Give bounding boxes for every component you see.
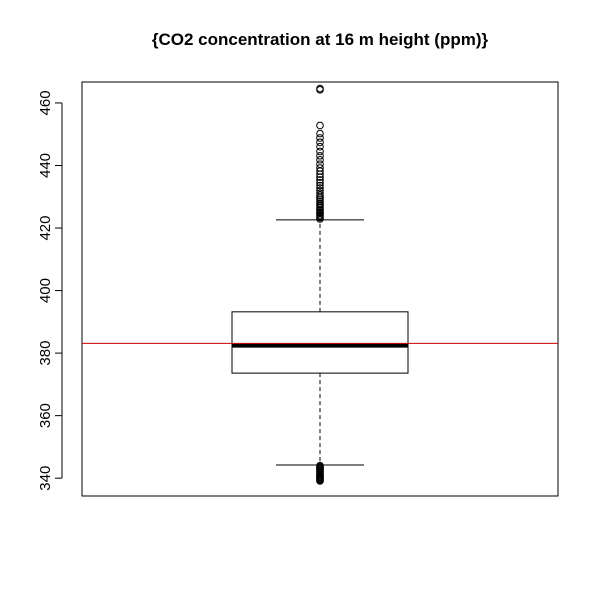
outlier-point xyxy=(316,134,324,142)
outlier-point xyxy=(316,129,324,138)
outlier-point xyxy=(316,142,324,151)
outlier-point xyxy=(316,151,324,160)
iqr-box xyxy=(231,311,409,374)
plot-frame xyxy=(81,81,559,497)
outlier-point xyxy=(316,186,324,195)
y-tick-label: 340 xyxy=(37,466,54,491)
y-tick-label: 400 xyxy=(37,278,54,303)
y-tick-label: 360 xyxy=(37,403,54,428)
outlier-points xyxy=(316,84,324,485)
outlier-point xyxy=(316,184,324,192)
outlier-point xyxy=(316,84,324,93)
box-group xyxy=(231,219,409,466)
outlier-point xyxy=(316,178,324,187)
outlier-point xyxy=(316,173,324,181)
outlier-point xyxy=(316,138,324,147)
chart-title: {CO2 concentration at 16 m height (ppm)} xyxy=(151,30,489,49)
y-tick-label: 420 xyxy=(37,216,54,241)
outlier-point xyxy=(316,477,324,485)
y-tick-label: 440 xyxy=(37,153,54,178)
outlier-point xyxy=(316,156,324,164)
outlier-point xyxy=(316,164,324,172)
outlier-point xyxy=(316,147,324,156)
outlier-point xyxy=(316,181,324,190)
outlier-point xyxy=(316,160,324,169)
y-tick-label: 380 xyxy=(37,341,54,366)
y-tick-label: 460 xyxy=(37,90,54,115)
outlier-point xyxy=(316,191,324,199)
outlier-point xyxy=(316,189,324,197)
outlier-point xyxy=(316,176,324,184)
outlier-point xyxy=(316,121,324,130)
y-axis: 340 360 380 400 420 440 460 xyxy=(37,90,63,491)
